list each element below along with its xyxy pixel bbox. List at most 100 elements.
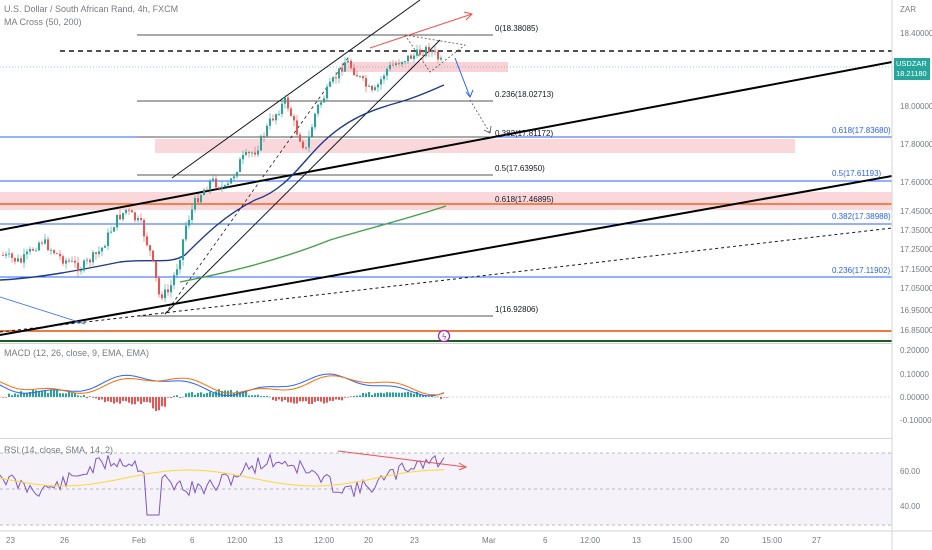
price-tick: 16.95000 (900, 306, 932, 315)
macd-bar (83, 395, 85, 397)
main-price-pane[interactable] (0, 0, 892, 342)
time-tick: 13 (274, 536, 283, 545)
fib-left-labels: 0(18.38085) 0.236(18.02713) 0.382(17.811… (495, 24, 554, 314)
macd-bar (50, 389, 52, 397)
price-tick: 18.40000 (900, 29, 932, 38)
candle-body (161, 294, 163, 299)
candle-body (224, 185, 226, 187)
macd-line (0, 373, 445, 397)
macd-bar (2, 397, 4, 398)
macd-bar (398, 392, 400, 397)
candle-body (119, 214, 121, 220)
macd-bar (251, 395, 253, 397)
price-axis[interactable]: ZAR 18.40000 18.00000 17.80000 17.60000 … (900, 5, 932, 335)
candle-body (56, 253, 58, 255)
price-tag-value: 18.21180 (896, 69, 927, 78)
candle-body (350, 60, 352, 68)
candle-body (236, 172, 238, 177)
macd-legend[interactable]: MACD (12, 26, close, 9, EMA, EMA) (4, 348, 150, 358)
candle-body (173, 275, 175, 286)
macd-bar (302, 397, 304, 402)
macd-bar (110, 397, 112, 402)
macd-bar (176, 395, 178, 397)
candle-body (293, 116, 295, 121)
candle-body (104, 245, 106, 248)
macd-bar (86, 397, 88, 399)
rsi-legend[interactable]: RSI (14, close, SMA, 14, 2) (4, 445, 114, 455)
candle-body (188, 220, 190, 226)
currency-label: ZAR (900, 5, 916, 14)
candle-body (437, 51, 439, 60)
price-tick: 17.80000 (900, 140, 932, 149)
price-tick: 17.35000 (900, 226, 932, 235)
time-tick: 27 (812, 536, 821, 545)
price-tick: 18.00000 (900, 102, 932, 111)
candle-body (128, 209, 130, 211)
rsi-pane[interactable]: 60.00 40.00 (0, 450, 921, 526)
candle-body (230, 178, 232, 184)
candle-body (164, 289, 166, 299)
candle-body (86, 259, 88, 261)
fib-right-label-0618: 0.618(17.83680) (832, 126, 891, 135)
candle-body (323, 98, 325, 103)
macd-bar (272, 397, 274, 401)
macd-bar (239, 391, 241, 397)
rsi-divergence-arrow (337, 450, 467, 468)
candle-body (353, 67, 355, 76)
candle-body (389, 64, 391, 69)
candle-body (146, 236, 148, 246)
candle-body (197, 198, 199, 203)
rsi-sma-line (0, 469, 444, 487)
candle-body (359, 76, 361, 77)
macd-bar (158, 397, 160, 411)
candle-body (335, 77, 337, 79)
candle-body (302, 141, 304, 148)
candle-body (296, 120, 298, 135)
macd-bar (224, 390, 226, 397)
macd-bar (278, 397, 280, 400)
candle-body (167, 289, 169, 293)
pane-separator[interactable] (0, 438, 892, 439)
time-tick: Feb (132, 536, 146, 545)
macd-bar (404, 392, 406, 397)
pane-separator[interactable] (0, 343, 892, 344)
macd-bar (206, 392, 208, 397)
macd-bar (17, 394, 19, 397)
candle-body (203, 189, 205, 196)
macd-histogram (2, 389, 448, 411)
projection-arrow-top (369, 13, 473, 49)
macd-bar (329, 397, 331, 401)
candle-body (368, 85, 370, 87)
event-marker-icon[interactable]: ϟ (437, 329, 451, 343)
ma200-line (179, 205, 447, 283)
price-tag-symbol: USDZAR (896, 59, 927, 68)
macd-bar (359, 395, 361, 397)
macd-bar (383, 393, 385, 397)
candle-body (314, 113, 316, 128)
macd-bar (284, 397, 286, 401)
time-tick: 12:00 (314, 536, 335, 545)
price-tick: 16.85000 (900, 326, 932, 335)
macd-bar (203, 393, 205, 397)
candle-body (89, 259, 91, 263)
time-tick: 6 (543, 536, 548, 545)
ma-cross-legend[interactable]: MA Cross (50, 200) (4, 17, 82, 27)
macd-bar (41, 390, 43, 397)
candle-body (170, 285, 172, 293)
candle-body (32, 248, 34, 251)
candle-body (425, 46, 427, 56)
lower-trendline (0, 175, 892, 336)
time-axis[interactable]: 23 26 Feb 6 12:00 13 12:00 20 23 Mar 6 1… (6, 536, 821, 545)
macd-bar (356, 395, 358, 397)
macd-bar (215, 391, 217, 397)
time-tick: 13 (632, 536, 641, 545)
macd-bar (149, 397, 151, 403)
macd-bar (134, 397, 136, 405)
macd-bar (263, 395, 265, 397)
signal-line (0, 375, 445, 396)
macd-pane[interactable]: 0.20000 0.10000 0.00000 -0.10000 (0, 346, 932, 425)
candle-body (242, 154, 244, 160)
macd-bar (353, 396, 355, 397)
candle-body (272, 118, 274, 121)
